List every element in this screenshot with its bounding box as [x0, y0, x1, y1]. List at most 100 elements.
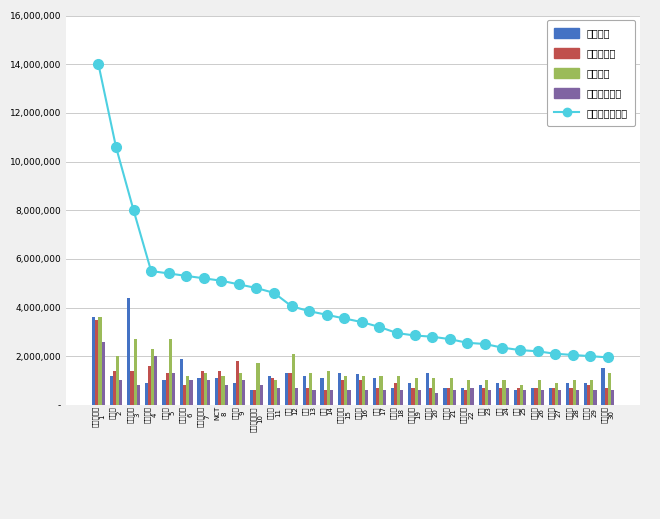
Bar [593, 390, 597, 405]
Bar [232, 383, 236, 405]
Bar [414, 378, 418, 405]
Bar [92, 317, 95, 405]
Bar [523, 390, 526, 405]
Bar [496, 383, 499, 405]
Bar [321, 378, 323, 405]
Bar [151, 349, 154, 405]
Legend: 참여지수, 미디어지수, 소통지수, 커뮤니티지수, 브랜드평판지수: 참여지수, 미디어지수, 소통지수, 커뮤니티지수, 브랜드평판지수 [546, 20, 636, 126]
Bar [239, 373, 242, 405]
Bar [587, 385, 590, 405]
Bar [242, 380, 246, 405]
Bar [166, 373, 169, 405]
Bar [601, 368, 605, 405]
Bar [488, 390, 491, 405]
Bar [169, 339, 172, 405]
Bar [566, 383, 570, 405]
Bar [520, 385, 523, 405]
Bar [323, 390, 327, 405]
Bar [432, 378, 436, 405]
Bar [517, 388, 520, 405]
Bar [327, 371, 330, 405]
Bar [271, 378, 274, 405]
Bar [499, 388, 502, 405]
Bar [444, 388, 447, 405]
Bar [338, 373, 341, 405]
Bar [391, 388, 394, 405]
Bar [362, 376, 365, 405]
Bar [535, 388, 537, 405]
Bar [513, 390, 517, 405]
Bar [218, 371, 221, 405]
Bar [131, 371, 133, 405]
Bar [277, 388, 280, 405]
Bar [429, 388, 432, 405]
Bar [359, 380, 362, 405]
Bar [573, 380, 576, 405]
Bar [383, 390, 385, 405]
Bar [400, 390, 403, 405]
Bar [309, 373, 312, 405]
Bar [189, 380, 193, 405]
Bar [449, 378, 453, 405]
Bar [365, 390, 368, 405]
Bar [611, 390, 614, 405]
Bar [570, 388, 573, 405]
Bar [257, 363, 259, 405]
Bar [127, 298, 131, 405]
Bar [502, 380, 506, 405]
Bar [98, 317, 102, 405]
Bar [133, 339, 137, 405]
Bar [376, 388, 380, 405]
Bar [379, 376, 383, 405]
Bar [426, 373, 429, 405]
Bar [145, 383, 148, 405]
Bar [537, 380, 541, 405]
Bar [531, 388, 535, 405]
Bar [204, 373, 207, 405]
Bar [268, 376, 271, 405]
Bar [576, 390, 579, 405]
Bar [197, 378, 201, 405]
Bar [478, 385, 482, 405]
Bar [418, 390, 421, 405]
Bar [154, 356, 158, 405]
Bar [292, 354, 295, 405]
Bar [183, 385, 186, 405]
Bar [558, 390, 562, 405]
Bar [356, 374, 359, 405]
Bar [485, 380, 488, 405]
Bar [605, 388, 608, 405]
Bar [116, 356, 119, 405]
Bar [215, 378, 218, 405]
Bar [95, 320, 98, 405]
Bar [584, 383, 587, 405]
Bar [541, 390, 544, 405]
Bar [162, 380, 166, 405]
Bar [464, 390, 467, 405]
Bar [172, 373, 175, 405]
Bar [471, 388, 474, 405]
Bar [186, 376, 189, 405]
Bar [608, 373, 611, 405]
Bar [295, 388, 298, 405]
Bar [306, 388, 309, 405]
Bar [102, 342, 105, 405]
Bar [250, 390, 253, 405]
Bar [373, 378, 376, 405]
Bar [409, 383, 411, 405]
Bar [137, 385, 140, 405]
Bar [506, 388, 509, 405]
Bar [394, 383, 397, 405]
Bar [312, 390, 315, 405]
Bar [180, 359, 183, 405]
Bar [453, 390, 456, 405]
Bar [482, 388, 485, 405]
Bar [347, 390, 350, 405]
Bar [288, 373, 292, 405]
Bar [590, 380, 593, 405]
Bar [207, 380, 210, 405]
Bar [467, 380, 471, 405]
Bar [221, 376, 224, 405]
Bar [148, 366, 151, 405]
Bar [113, 371, 116, 405]
